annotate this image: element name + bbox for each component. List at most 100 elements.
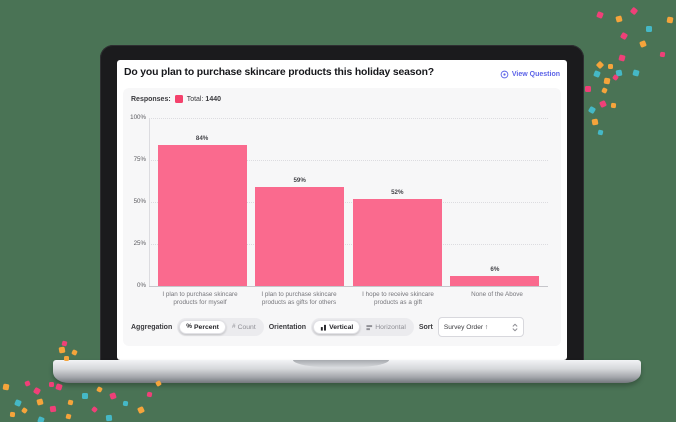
orientation-toggle: Vertical Horizontal xyxy=(311,318,414,336)
confetti-piece xyxy=(593,70,601,78)
aggregation-option-label: Percent xyxy=(194,323,219,331)
confetti-piece xyxy=(618,54,626,62)
bar-value-label: 84% xyxy=(195,134,209,142)
x-axis-labels: I plan to purchase skincare products for… xyxy=(149,291,548,307)
horizontal-bars-icon xyxy=(366,324,373,331)
aggregation-option-label: Count xyxy=(237,323,256,331)
gridline xyxy=(149,244,548,245)
x-axis-label: I hope to receive skincare products as a… xyxy=(362,291,434,307)
confetti-piece xyxy=(629,6,639,16)
total-value: 1440 xyxy=(205,95,221,103)
y-axis-line xyxy=(149,118,150,286)
chart-card: Responses: Total: 1440 100% 75% 50% 25% … xyxy=(123,88,561,346)
legend-swatch xyxy=(174,95,183,103)
app-window: Do you plan to purchase skincare product… xyxy=(117,60,567,360)
confetti-piece xyxy=(36,398,44,406)
confetti-piece xyxy=(599,100,607,108)
confetti-piece xyxy=(146,391,153,398)
confetti-piece xyxy=(55,383,63,391)
confetti-piece xyxy=(61,340,68,347)
sort-label: Sort xyxy=(418,323,433,331)
y-axis-tick: 75% xyxy=(133,156,146,163)
aggregation-option-percent[interactable]: % Percent xyxy=(179,320,226,334)
orientation-option-horizontal[interactable]: Horizontal xyxy=(360,321,412,333)
orientation-option-label: Horizontal xyxy=(375,323,406,331)
x-axis-label: None of the Above xyxy=(471,291,523,298)
orientation-label: Orientation xyxy=(268,323,307,331)
confetti-piece xyxy=(587,105,597,115)
x-axis-label: I plan to purchase skincare products for… xyxy=(162,291,238,307)
chart-controls-bar: Aggregation % Percent # Count Orientatio… xyxy=(131,316,555,338)
gridline xyxy=(149,118,548,119)
laptop-base xyxy=(53,360,641,383)
gridline xyxy=(149,202,548,203)
confetti-piece xyxy=(608,64,613,69)
bar-column: 6% xyxy=(450,118,540,286)
confetti-piece xyxy=(639,40,647,48)
confetti-piece xyxy=(619,31,629,41)
bar-chart-plot-area: 84% 59% 52% xyxy=(149,118,548,287)
confetti-piece xyxy=(90,405,99,414)
orientation-option-label: Vertical xyxy=(329,323,354,331)
bar-group: 84% 59% 52% xyxy=(149,118,548,286)
y-axis-tick: 100% xyxy=(130,114,146,121)
confetti-piece xyxy=(2,383,10,391)
vertical-bars-icon xyxy=(320,324,327,331)
confetti-piece xyxy=(49,405,57,413)
bar-column: 84% xyxy=(157,118,247,286)
confetti-piece xyxy=(24,380,31,387)
chart-legend: Responses: Total: 1440 xyxy=(131,95,221,103)
aggregation-option-count[interactable]: # Count xyxy=(226,321,262,333)
bar-value-label: 59% xyxy=(293,176,306,184)
confetti-piece xyxy=(646,26,652,32)
confetti-piece xyxy=(82,393,88,399)
percent-icon: % xyxy=(186,322,193,330)
confetti-piece xyxy=(109,392,117,400)
confetti-piece xyxy=(21,407,28,414)
sort-dropdown[interactable]: Survey Order ↑ xyxy=(437,317,524,337)
x-axis-label: I plan to purchase skincare products as … xyxy=(261,291,337,307)
y-axis-tick: 50% xyxy=(133,198,146,205)
confetti-piece xyxy=(137,406,145,414)
confetti-piece xyxy=(596,11,604,19)
bar-column: 59% xyxy=(255,118,345,286)
app-header: Do you plan to purchase skincare product… xyxy=(124,67,560,79)
bar-value-label: 6% xyxy=(490,265,500,273)
bar-receive-gift[interactable]: 52% xyxy=(352,189,442,286)
confetti-piece xyxy=(105,414,113,422)
laptop-lid-notch xyxy=(293,360,389,368)
confetti-piece xyxy=(58,346,66,354)
bar-gifts-for-others[interactable]: 59% xyxy=(255,177,345,286)
bar-column: 52% xyxy=(352,118,442,286)
y-axis-tick: 0% xyxy=(137,282,146,289)
confetti-piece xyxy=(71,349,78,356)
aggregation-label: Aggregation xyxy=(131,323,173,331)
confetti-piece xyxy=(591,118,599,126)
laptop-screen-bezel: Do you plan to purchase skincare product… xyxy=(100,45,584,365)
x-axis-line xyxy=(149,286,548,287)
orientation-option-vertical[interactable]: Vertical xyxy=(313,320,361,334)
confetti-piece xyxy=(32,386,42,396)
bar-none-of-above[interactable]: 6% xyxy=(450,266,540,286)
confetti-piece xyxy=(666,16,674,24)
view-question-button[interactable]: View Question xyxy=(500,70,560,79)
confetti-piece xyxy=(601,87,608,94)
confetti-piece xyxy=(659,51,666,58)
confetti-piece xyxy=(610,102,617,109)
sort-dropdown-value: Survey Order ↑ xyxy=(443,323,489,331)
confetti-piece xyxy=(595,60,605,70)
confetti-piece xyxy=(603,77,611,85)
confetti-piece xyxy=(67,399,74,406)
page-title: Do you plan to purchase skincare product… xyxy=(124,67,434,78)
total-label: Total: xyxy=(186,95,204,103)
confetti-piece xyxy=(9,411,16,418)
bar-myself[interactable]: 84% xyxy=(157,135,247,286)
y-axis-tick: 25% xyxy=(133,240,146,247)
confetti-piece xyxy=(49,382,54,387)
confetti-piece xyxy=(612,74,619,81)
eye-icon xyxy=(500,70,509,79)
confetti-piece xyxy=(96,386,103,393)
confetti-piece xyxy=(65,413,72,420)
confetti-piece xyxy=(597,129,604,136)
